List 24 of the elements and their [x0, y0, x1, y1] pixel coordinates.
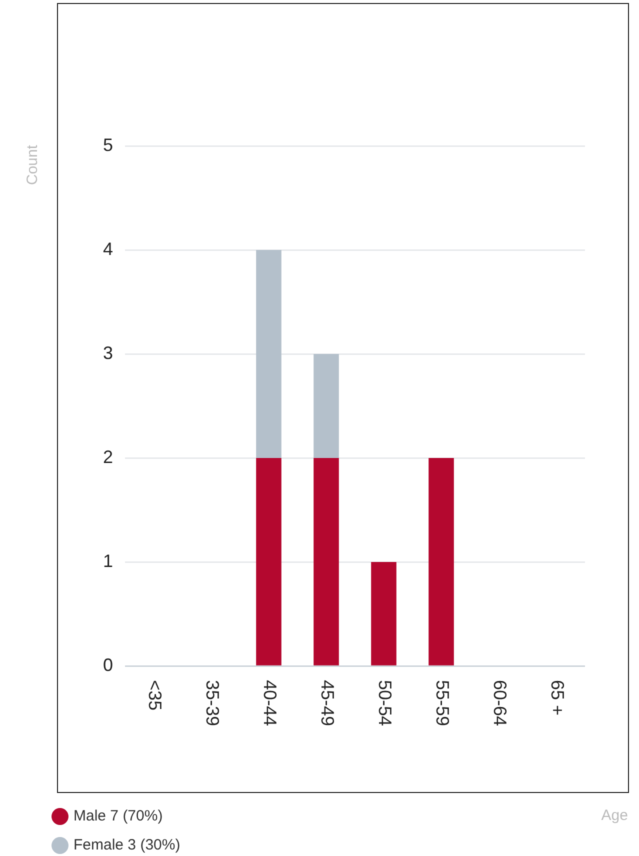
y-tick-label: 2 [102, 446, 113, 467]
text: Age [601, 807, 628, 824]
y-tick-label: 4 [102, 238, 113, 259]
bar [314, 458, 339, 666]
bar [428, 458, 454, 666]
bar [371, 562, 396, 666]
x-tick-label: 35-39 [202, 680, 222, 726]
bar [314, 354, 339, 458]
y-tick-label: 0 [102, 654, 113, 675]
legend-label: Female 3 (30%) [74, 836, 180, 854]
x-tick-label: 40-44 [260, 680, 280, 726]
x-tick-label: 65 + [547, 680, 568, 716]
y-tick-label: 3 [102, 342, 113, 363]
x-tick-label: <35 [144, 680, 165, 711]
x-tick-label: 50-54 [374, 680, 395, 726]
bar [256, 250, 282, 458]
bar [256, 458, 282, 666]
legend-label: Male 7 (70%) [74, 808, 163, 825]
y-tick-label: 5 [102, 134, 113, 155]
y-tick-label: 1 [102, 550, 113, 571]
x-tick-label: 60-64 [490, 680, 510, 726]
y-axis-title: Count [24, 144, 42, 186]
x-tick-label: 45-49 [317, 680, 338, 726]
x-tick-label: 55-59 [432, 680, 452, 726]
